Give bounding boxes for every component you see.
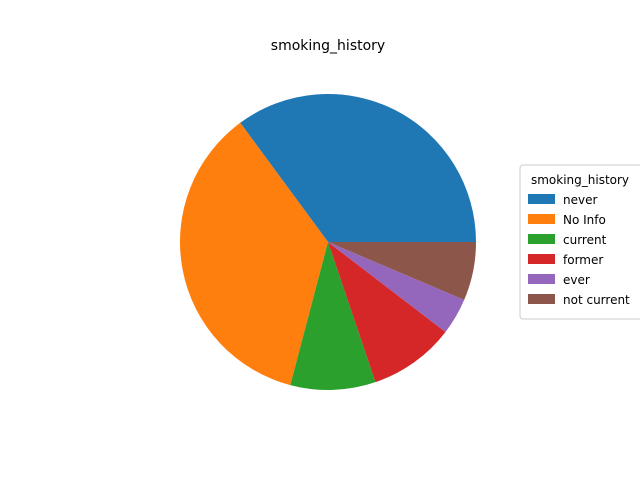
legend-label-ever: ever [563,273,590,287]
legend: smoking_history never No Info current forme… [519,164,640,320]
legend-swatch-current [528,234,555,244]
legend-swatch-ever [528,274,555,284]
legend-entries: never No Info current former ever not current [528,193,630,307]
pie-slices [179,93,477,391]
legend-swatch-not-current [528,294,555,304]
legend-swatch-no-info [528,214,555,224]
chart-title: smoking_history [271,38,385,54]
pie-slice-ever [328,242,465,332]
legend-label-former: former [563,253,603,267]
legend-swatch-never [528,194,555,204]
pie-slice-former [328,242,446,383]
legend-label-no-info: No Info [563,213,606,227]
legend-label-never: never [563,193,597,207]
pie-slice-no-info [179,122,328,386]
legend-swatch-former [528,254,555,264]
pie-slice-current [290,242,376,391]
pie-slice-never [240,93,477,242]
legend-title: smoking_history [531,173,629,187]
pie-slice-not-current [328,242,476,300]
legend-label-current: current [563,233,607,247]
legend-label-not-current: not current [563,293,630,307]
